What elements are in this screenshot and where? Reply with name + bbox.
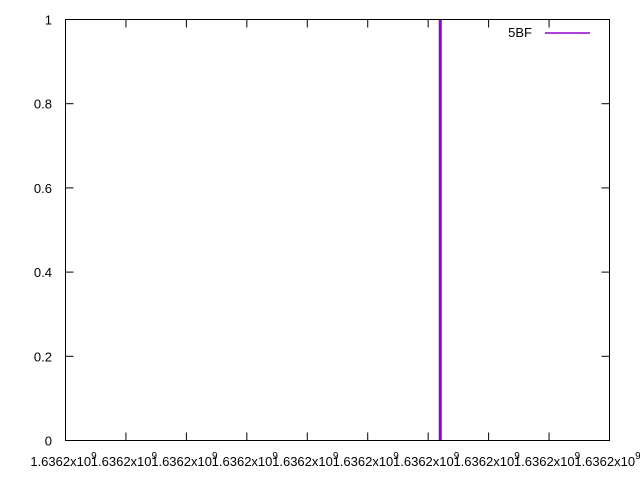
y-tick-label: 0.4 [34, 265, 52, 280]
x-tick-exponent: 9 [454, 451, 460, 462]
x-tick-exponent: 9 [333, 451, 339, 462]
plot-frame [65, 19, 610, 441]
x-tick-label: 1.6362x109 [453, 451, 520, 469]
y-tick-label: 0.2 [34, 349, 52, 364]
x-tick-exponent: 9 [575, 451, 581, 462]
x-tick-label: 1.6362x109 [272, 451, 339, 469]
legend: 5BF [508, 25, 590, 40]
x-tick-exponent: 9 [212, 451, 218, 462]
x-tick-exponent: 9 [393, 451, 399, 462]
x-tick-label: 1.6362x109 [91, 451, 158, 469]
x-tick-exponent: 9 [272, 451, 278, 462]
y-tick-label: 0.8 [34, 97, 52, 112]
tick-marks [65, 19, 610, 441]
x-tick-label: 1.6362x109 [333, 451, 400, 469]
y-tick-label: 1 [45, 13, 52, 28]
x-tick-exponent: 9 [91, 451, 97, 462]
x-tick-exponent: 9 [152, 451, 158, 462]
x-tick-labels: 1.6362x1091.6362x1091.6362x1091.6362x109… [30, 451, 640, 469]
x-tick-label: 1.6362x109 [151, 451, 218, 469]
x-tick-label: 1.6362x109 [30, 451, 97, 469]
y-tick-labels: 0 0.2 0.4 0.6 0.8 1 [34, 13, 52, 449]
x-tick-label: 1.6362x109 [212, 451, 279, 469]
x-tick-label: 1.6362x109 [393, 451, 460, 469]
y-tick-label: 0 [45, 434, 52, 449]
x-tick-label: 1.6362x109 [514, 451, 581, 469]
x-tick-exponent: 9 [635, 451, 640, 462]
legend-label-5bf: 5BF [508, 25, 532, 40]
x-tick-exponent: 9 [514, 451, 520, 462]
y-tick-label: 0.6 [34, 181, 52, 196]
x-tick-label: 1.6362x109 [574, 451, 640, 469]
